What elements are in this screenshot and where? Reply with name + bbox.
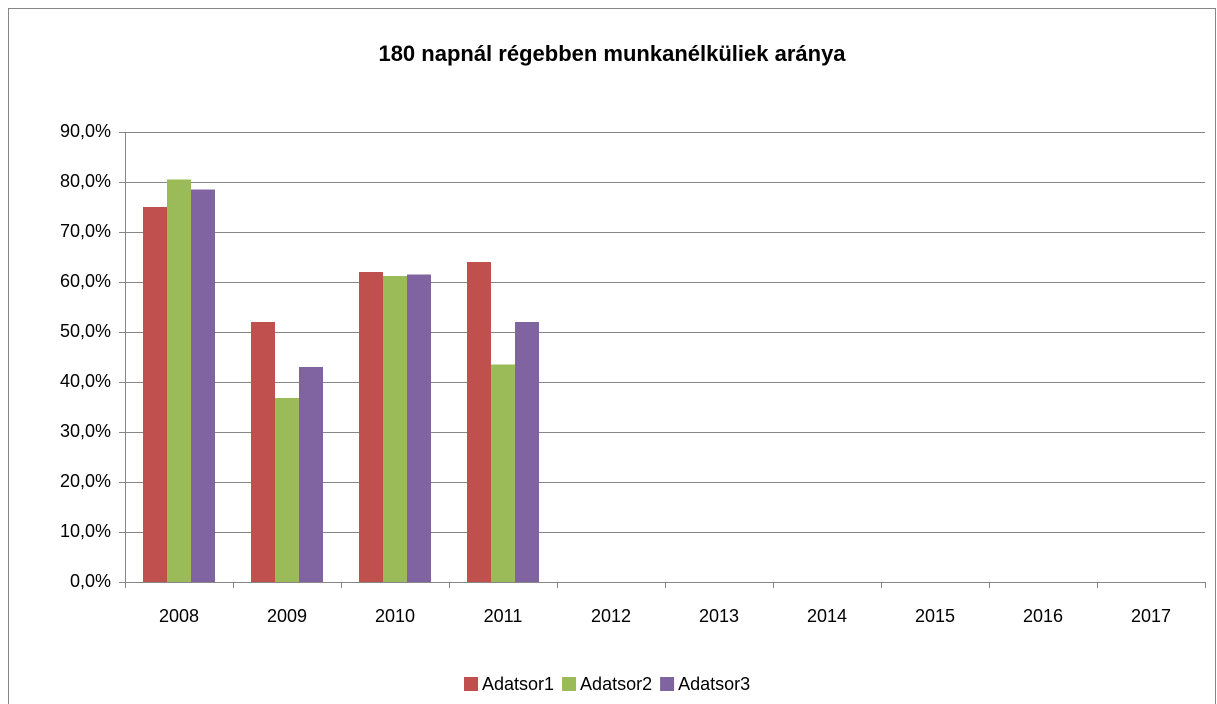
y-tick-label: 50,0% — [60, 321, 111, 341]
x-tick-label: 2008 — [159, 606, 199, 626]
bar — [251, 322, 275, 582]
bar — [143, 207, 167, 582]
bar — [407, 274, 431, 582]
y-tick-label: 40,0% — [60, 371, 111, 391]
bar — [275, 398, 299, 582]
bar — [191, 189, 215, 582]
y-tick-label: 20,0% — [60, 471, 111, 491]
bar — [515, 322, 539, 582]
x-tick-label: 2011 — [484, 606, 523, 626]
y-tick-label: 0,0% — [70, 571, 111, 591]
legend-swatch — [660, 677, 675, 691]
y-tick-label: 30,0% — [60, 421, 111, 441]
x-tick-label: 2017 — [1131, 606, 1171, 626]
bar — [467, 262, 491, 582]
y-tick-label: 60,0% — [60, 271, 111, 291]
y-tick-label: 80,0% — [60, 171, 111, 191]
x-tick-label: 2016 — [1023, 606, 1063, 626]
chart-title: 180 napnál régebben munkanélküliek arány… — [378, 41, 846, 66]
x-tick-label: 2013 — [699, 606, 739, 626]
x-tick-label: 2014 — [807, 606, 847, 626]
y-tick-label: 90,0% — [60, 121, 111, 141]
x-tick-label: 2009 — [267, 606, 307, 626]
y-tick-label: 70,0% — [60, 221, 111, 241]
bar — [491, 364, 515, 582]
bar — [299, 367, 323, 582]
x-tick-label: 2010 — [375, 606, 415, 626]
legend-swatch — [562, 677, 577, 691]
x-tick-label: 2015 — [915, 606, 955, 626]
legend-swatch — [464, 677, 478, 691]
bar — [383, 276, 407, 582]
legend-label: Adatsor1 — [482, 674, 554, 694]
bar — [359, 272, 383, 582]
y-tick-label: 10,0% — [60, 521, 111, 541]
legend-label: Adatsor2 — [580, 674, 652, 694]
x-tick-label: 2012 — [591, 606, 631, 626]
legend-label: Adatsor3 — [678, 674, 750, 694]
bar — [167, 179, 191, 582]
